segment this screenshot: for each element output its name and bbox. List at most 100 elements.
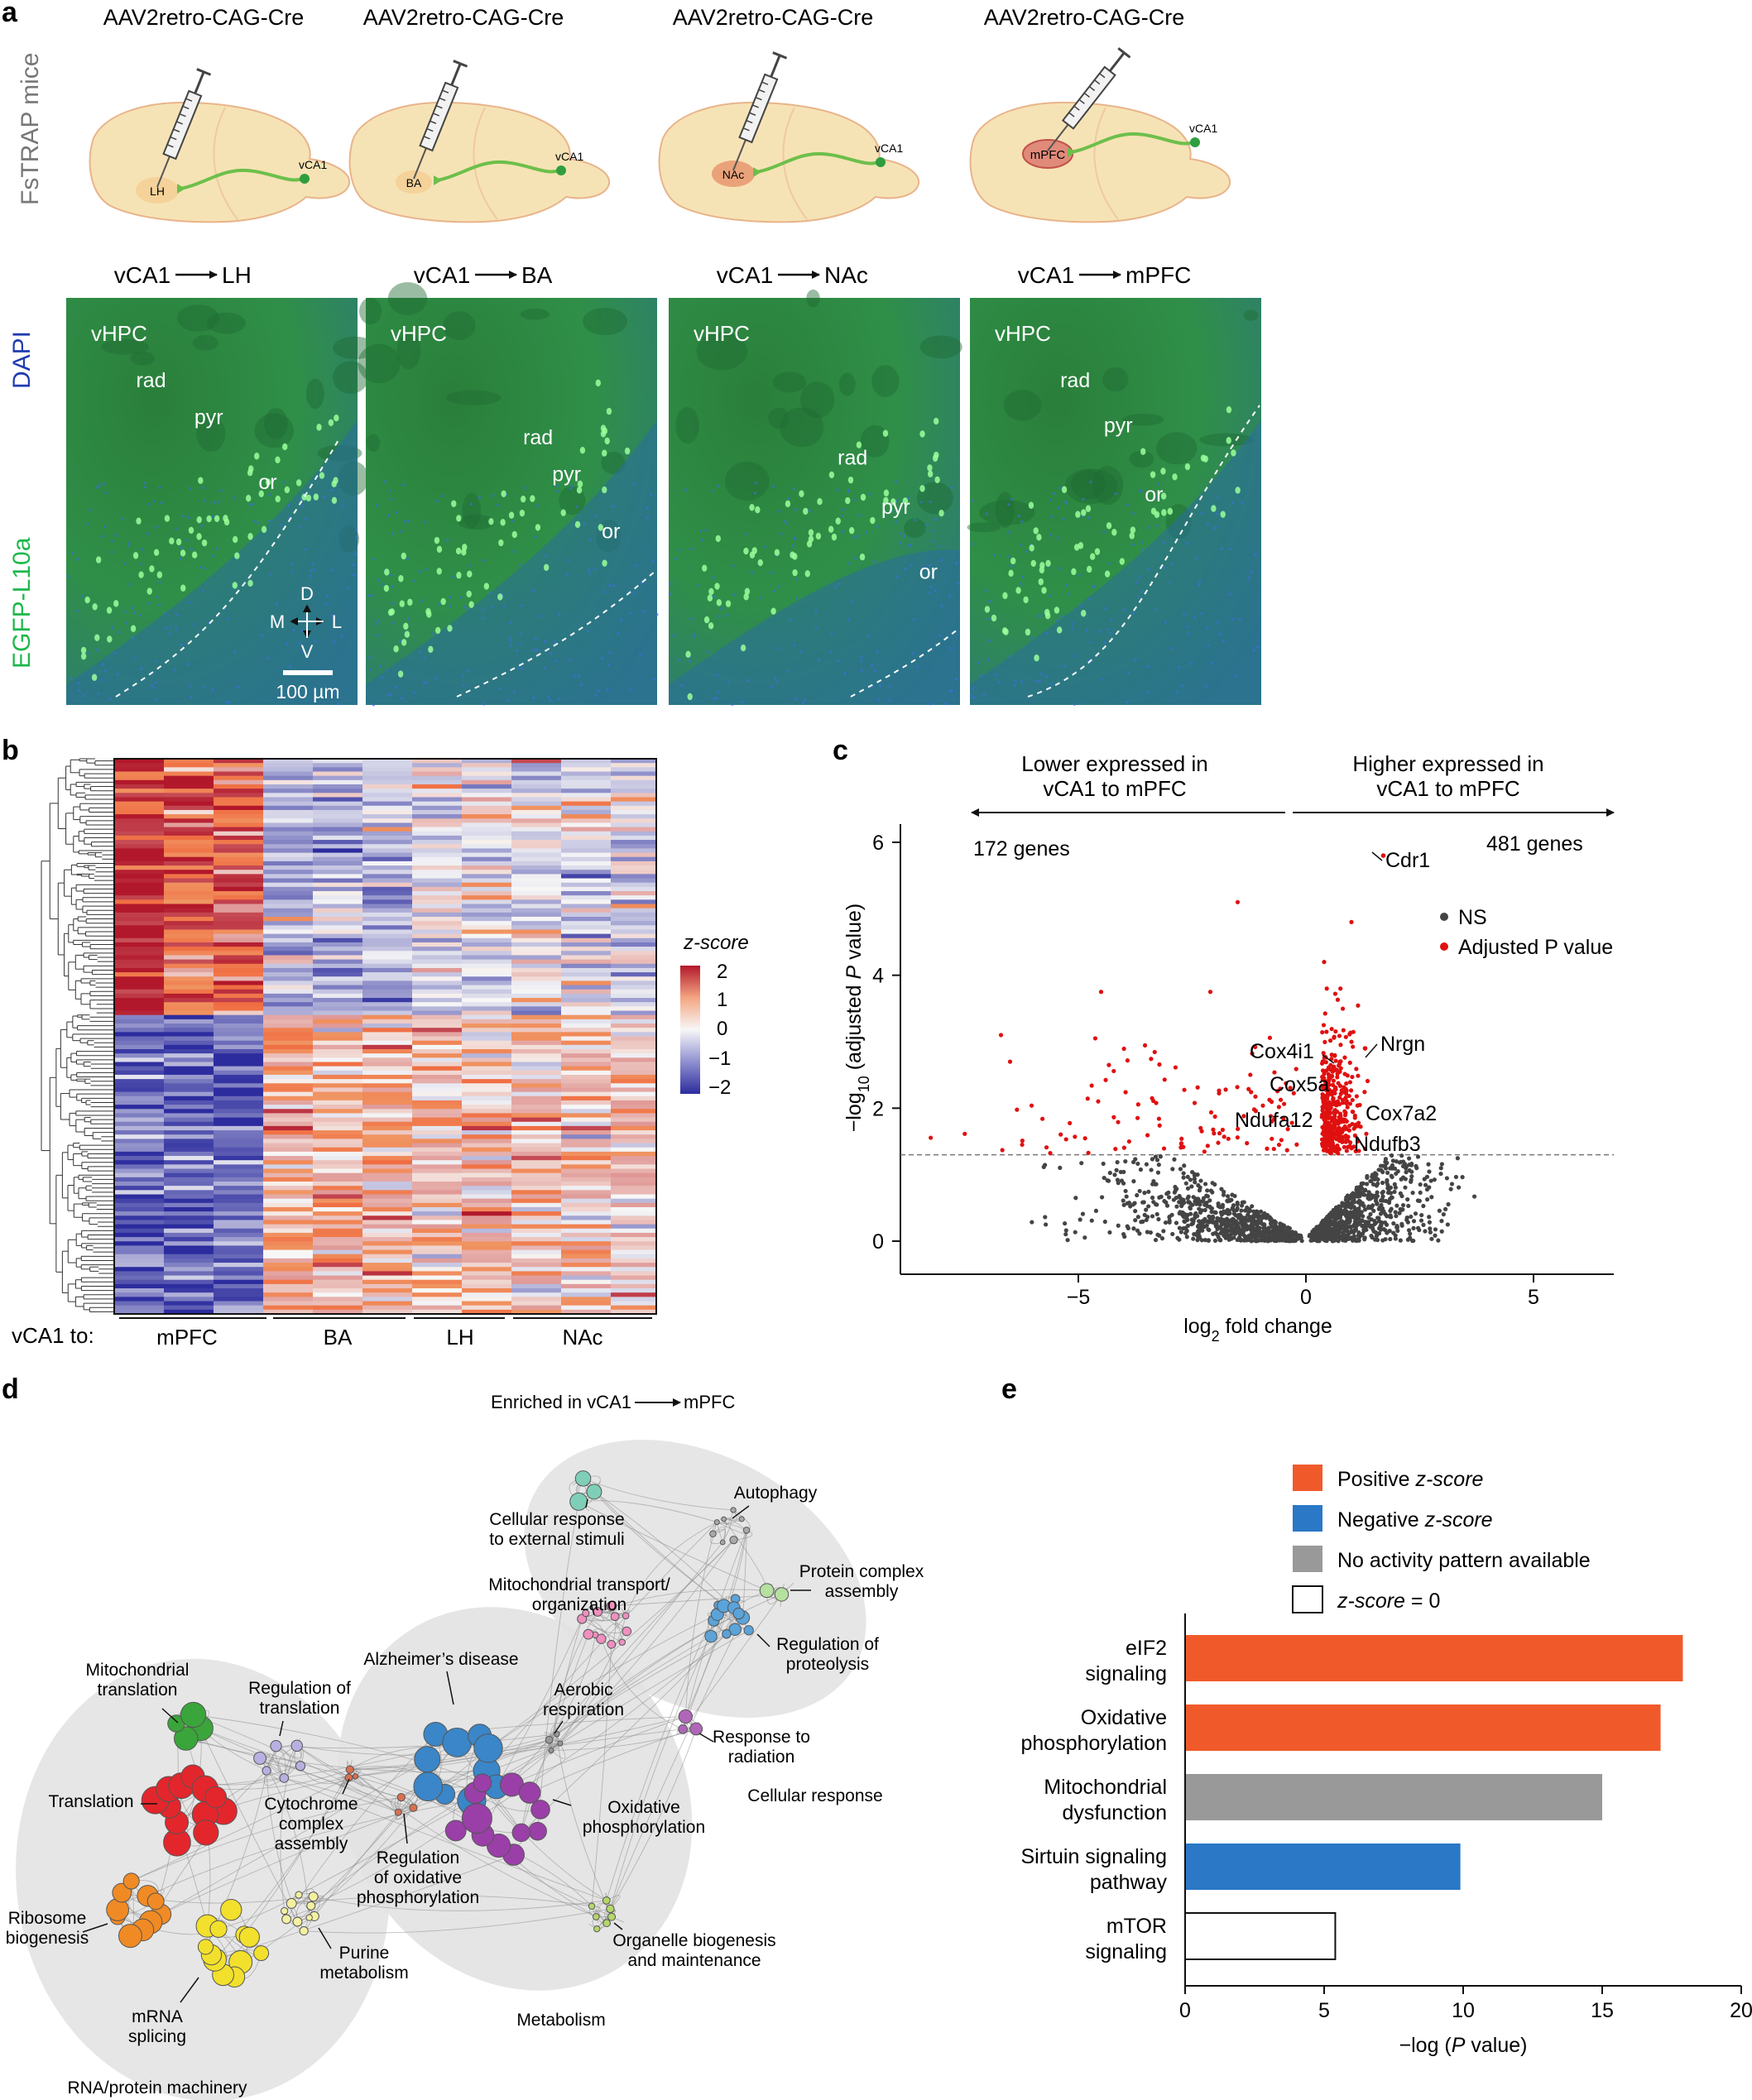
egfp-cell xyxy=(1003,628,1009,635)
heatmap-cell xyxy=(114,1117,165,1123)
heatmap-cell xyxy=(611,840,656,845)
heatmap-cell xyxy=(214,882,264,888)
dapi-nucleus xyxy=(288,664,292,668)
dapi-nucleus xyxy=(413,579,416,583)
heatmap-cell xyxy=(164,916,214,922)
heatmap-cell xyxy=(561,1224,612,1230)
heatmap-cell xyxy=(164,1241,214,1246)
dapi-nucleus xyxy=(701,539,704,542)
heatmap-cell xyxy=(362,1211,413,1216)
dapi-nucleus xyxy=(794,597,799,600)
egfp-cell xyxy=(456,572,462,579)
ns-point xyxy=(1344,1195,1349,1200)
heatmap-cell xyxy=(412,886,463,892)
vca1-label: vCA1 xyxy=(1189,122,1217,135)
heatmap-cell xyxy=(313,1271,363,1277)
dapi-nucleus xyxy=(123,610,127,613)
dapi-nucleus xyxy=(385,669,389,672)
heatmap-cell xyxy=(313,809,363,815)
heatmap-cell xyxy=(412,1168,463,1174)
heatmap-cell xyxy=(611,1070,656,1076)
virus-label: AAV2retro-CAG-Cre xyxy=(363,5,564,30)
heatmap-cell xyxy=(611,1125,656,1131)
heatmap-cell xyxy=(611,1019,656,1024)
sig-point-up xyxy=(1347,1101,1353,1106)
layer-label-or: or xyxy=(919,560,938,583)
egfp-cell xyxy=(702,564,708,572)
heatmap-cell xyxy=(313,1249,363,1255)
heatmap-cell xyxy=(214,1211,264,1216)
heatmap-cell xyxy=(561,908,612,913)
barrel-tick xyxy=(1068,112,1075,117)
dapi-nucleus xyxy=(553,640,556,644)
dapi-nucleus xyxy=(1169,581,1173,584)
heatmap-cell xyxy=(561,955,612,961)
heatmap-cell xyxy=(263,1048,314,1054)
heatmap-cell xyxy=(214,852,264,858)
egfp-cell xyxy=(206,515,212,523)
heatmap-cell xyxy=(263,1241,314,1246)
heatmap-cell xyxy=(313,895,363,900)
dapi-nucleus xyxy=(313,568,316,571)
heatmap-cell xyxy=(313,805,363,811)
egfp-cell xyxy=(313,493,319,501)
heatmap-cell xyxy=(164,1297,214,1302)
heatmap-cell xyxy=(164,822,214,828)
sig-point-up xyxy=(1349,1088,1354,1093)
dapi-nucleus xyxy=(790,544,794,548)
egfp-cell xyxy=(436,545,443,554)
sig-point-up xyxy=(1331,1082,1336,1087)
heatmap-cell xyxy=(412,801,463,807)
heatmap-cell xyxy=(511,805,562,811)
ns-point xyxy=(1240,1200,1245,1205)
dapi-nucleus xyxy=(382,583,385,586)
heatmap-cell xyxy=(114,967,165,973)
egfp-cell xyxy=(180,584,186,592)
ns-point xyxy=(1253,1235,1258,1240)
heatmap-cell xyxy=(611,1147,656,1153)
dapi-nucleus xyxy=(830,632,833,635)
heatmap-cell xyxy=(214,1028,264,1033)
ns-point xyxy=(1392,1166,1398,1171)
barrel-tick xyxy=(749,112,756,116)
heatmap-cell xyxy=(263,1032,314,1037)
heatmap-cell xyxy=(214,1305,264,1311)
heatmap-cell xyxy=(313,1245,363,1251)
heatmap-cell xyxy=(313,1105,363,1110)
heatmap-cell xyxy=(313,1053,363,1058)
dapi-nucleus xyxy=(997,681,1001,684)
heatmap-cell xyxy=(611,809,656,815)
dapi-nucleus xyxy=(353,553,357,556)
heatmap-cell xyxy=(561,1010,612,1016)
dapi-nucleus xyxy=(201,589,204,592)
heatmap-cell xyxy=(114,1211,165,1216)
heatmap-cell xyxy=(462,1096,512,1101)
dapi-nucleus xyxy=(913,617,916,621)
heatmap-cell xyxy=(313,1083,363,1088)
tissue-shade xyxy=(871,365,900,397)
ns-point xyxy=(1439,1229,1444,1234)
heatmap-cell xyxy=(263,809,314,815)
ns-point xyxy=(1356,1212,1361,1217)
heatmap-cell xyxy=(164,929,214,935)
heatmap-cell xyxy=(214,1143,264,1148)
barrel-tick xyxy=(435,105,443,109)
dapi-nucleus xyxy=(102,482,106,486)
heatmap-cell xyxy=(214,1160,264,1165)
egfp-cell xyxy=(1235,487,1241,494)
heatmap-cell xyxy=(263,1139,314,1144)
dapi-nucleus xyxy=(309,574,312,578)
heatmap-cell xyxy=(511,1237,562,1242)
tissue-shade xyxy=(1122,413,1164,426)
heatmap-cell xyxy=(214,1309,264,1314)
heatmap-cell xyxy=(362,921,413,926)
heatmap-cell xyxy=(412,763,463,768)
ns-point xyxy=(1385,1182,1390,1187)
heatmap-cell xyxy=(561,1087,612,1093)
sig-point-up xyxy=(1321,1110,1327,1115)
heatmap-cell xyxy=(462,1186,512,1191)
dapi-nucleus xyxy=(934,588,937,592)
heatmap-cell xyxy=(313,1036,363,1042)
